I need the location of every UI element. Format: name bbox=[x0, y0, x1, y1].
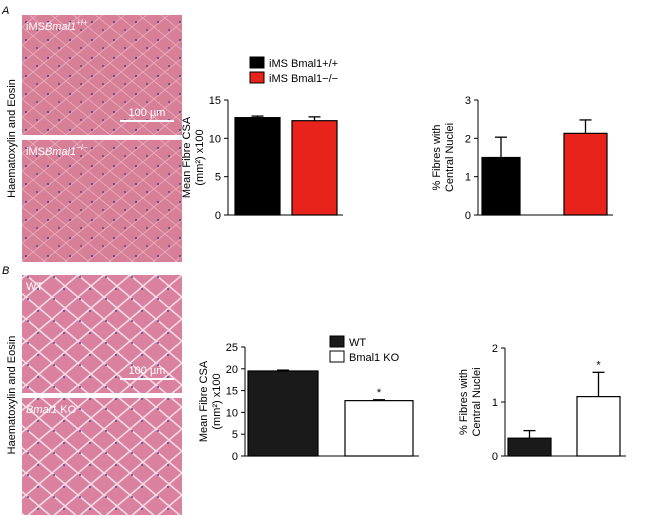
bar bbox=[234, 117, 281, 216]
y-axis-label: % Fibres with bbox=[458, 369, 470, 435]
y-tick-label: 20 bbox=[226, 364, 238, 376]
bar bbox=[344, 400, 414, 457]
image-label: Bmal1 KO bbox=[26, 404, 77, 416]
y-axis-label: Central Nuclei bbox=[444, 123, 456, 192]
y-tick-label: 5 bbox=[215, 172, 221, 184]
legend-swatch bbox=[249, 56, 265, 69]
label-part: Bmal1 bbox=[26, 404, 57, 416]
label-part: Bmal1 bbox=[45, 146, 76, 158]
bar bbox=[507, 437, 552, 457]
label-part: Bmal1 bbox=[45, 21, 76, 33]
label-part: iMS bbox=[26, 21, 45, 33]
bar bbox=[576, 396, 621, 457]
y-tick-label: 2 bbox=[465, 133, 471, 145]
y-tick-label: 0 bbox=[492, 451, 498, 463]
legend-swatch bbox=[329, 335, 345, 348]
image-label: WT bbox=[26, 281, 43, 293]
y-tick-label: 2 bbox=[492, 343, 498, 355]
y-tick-label: 5 bbox=[232, 429, 238, 441]
legend-label: iMS Bmal1+/+ bbox=[269, 58, 338, 70]
legend-label: iMS Bmal1−/− bbox=[269, 73, 338, 85]
y-tick-label: 15 bbox=[209, 95, 221, 107]
y-tick-label: 1 bbox=[465, 172, 471, 184]
image-label: iMSBmal1+/+ bbox=[26, 18, 88, 33]
label-part: KO bbox=[57, 404, 76, 416]
label-part: WT bbox=[26, 281, 43, 293]
y-tick-label: 10 bbox=[209, 133, 221, 145]
bar bbox=[247, 370, 319, 457]
y-tick-label: 10 bbox=[226, 407, 238, 419]
scale-bar-label: 100 µm bbox=[129, 365, 166, 377]
y-axis-label: (mm²) x100 bbox=[194, 129, 206, 185]
legend-swatch bbox=[249, 71, 265, 84]
scale-bar-label: 100 µm bbox=[129, 107, 166, 119]
significance: * bbox=[596, 359, 601, 371]
y-axis-label: Central Nuclei bbox=[471, 367, 483, 436]
bar bbox=[291, 120, 338, 216]
micrograph bbox=[22, 275, 182, 393]
y-axis-label: Mean Fibre CSA bbox=[198, 360, 210, 442]
legend-label: WT bbox=[349, 337, 366, 349]
y-axis-label: (mm²) x100 bbox=[211, 373, 223, 429]
bar bbox=[563, 132, 608, 216]
panel-letter: A bbox=[1, 5, 9, 17]
y-tick-label: 25 bbox=[226, 342, 238, 354]
micrograph bbox=[22, 398, 182, 515]
label-part: −/− bbox=[76, 143, 88, 152]
label-part: iMS bbox=[26, 146, 45, 158]
y-tick-label: 1 bbox=[492, 397, 498, 409]
image-label: iMSBmal1−/− bbox=[26, 143, 88, 158]
y-tick-label: 0 bbox=[465, 210, 471, 222]
y-axis-label: Mean Fibre CSA bbox=[181, 116, 193, 198]
stain-label: Haematoxylin and Eosin bbox=[6, 336, 18, 455]
y-tick-label: 0 bbox=[215, 210, 221, 222]
micrograph bbox=[22, 15, 182, 135]
y-tick-label: 0 bbox=[232, 451, 238, 463]
micrograph bbox=[22, 140, 182, 262]
y-tick-label: 3 bbox=[465, 95, 471, 107]
legend-label: Bmal1 KO bbox=[349, 352, 400, 364]
panel-letter: B bbox=[2, 265, 9, 277]
stain-label: Haematoxylin and Eosin bbox=[6, 79, 18, 198]
y-axis-label: % Fibres with bbox=[431, 124, 443, 190]
legend-swatch bbox=[329, 350, 345, 363]
bar bbox=[481, 156, 521, 216]
label-part: +/+ bbox=[76, 18, 88, 27]
y-tick-label: 15 bbox=[226, 386, 238, 398]
significance: * bbox=[377, 387, 382, 399]
